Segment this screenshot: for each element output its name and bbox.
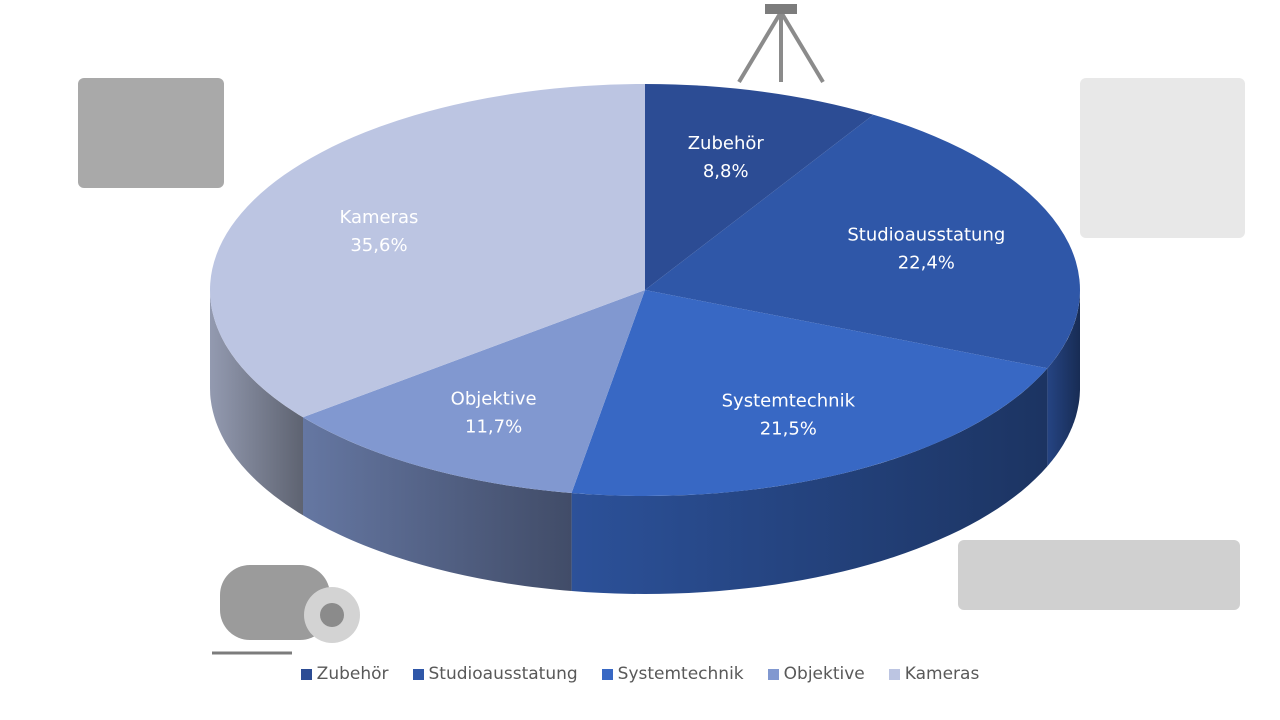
legend-swatch <box>300 668 312 680</box>
legend-swatch <box>767 668 779 680</box>
legend-label: Systemtechnik <box>617 664 744 684</box>
slice-label-value: 11,7% <box>465 416 522 437</box>
slice-label-name: Systemtechnik <box>722 391 856 412</box>
lens-image <box>212 555 360 665</box>
slice-label-value: 21,5% <box>760 419 817 440</box>
pie-slice-zubehör <box>645 84 874 290</box>
legend: Zubehör Studioausstatung Systemtechnik Obje… <box>0 664 1280 684</box>
slice-label-value: 35,6% <box>350 235 407 256</box>
legend-item: Studioausstatung <box>412 664 578 684</box>
legend-item: Kameras <box>888 664 980 684</box>
legend-item: Systemtechnik <box>601 664 744 684</box>
pie-side-studioausstatung <box>1047 290 1080 467</box>
slice-label-name: Zubehör <box>688 133 765 154</box>
cinema-camera-image <box>78 78 224 188</box>
pie-slice-kameras <box>209 84 645 418</box>
pie-side-objektive <box>303 417 572 591</box>
legend-swatch <box>601 668 613 680</box>
slice-label-name: Kameras <box>339 207 418 228</box>
pie-side-kameras <box>210 290 303 516</box>
tripod-image <box>735 2 827 84</box>
legend-label: Kameras <box>904 664 980 684</box>
pie-slice-studioausstatung <box>645 114 1080 369</box>
pie-slice-systemtechnik <box>571 290 1048 497</box>
slice-label-value: 22,4% <box>898 253 955 274</box>
legend-item: Objektive <box>767 664 865 684</box>
legend-swatch <box>412 668 424 680</box>
pie-slice-objektive <box>302 290 645 494</box>
legend-label: Zubehör <box>316 664 389 684</box>
slice-label-name: Studioausstatung <box>847 225 1005 246</box>
slice-label-name: Objektive <box>451 388 537 409</box>
studio-lighting-kit-image <box>1080 78 1245 238</box>
legend-swatch <box>888 668 900 680</box>
legend-label: Objektive <box>783 664 865 684</box>
pie-side-systemtechnik <box>571 368 1048 594</box>
legend-item: Zubehör <box>300 664 389 684</box>
mini-pc-image <box>958 540 1240 610</box>
slice-label-value: 8,8% <box>703 161 749 182</box>
legend-label: Studioausstatung <box>428 664 578 684</box>
